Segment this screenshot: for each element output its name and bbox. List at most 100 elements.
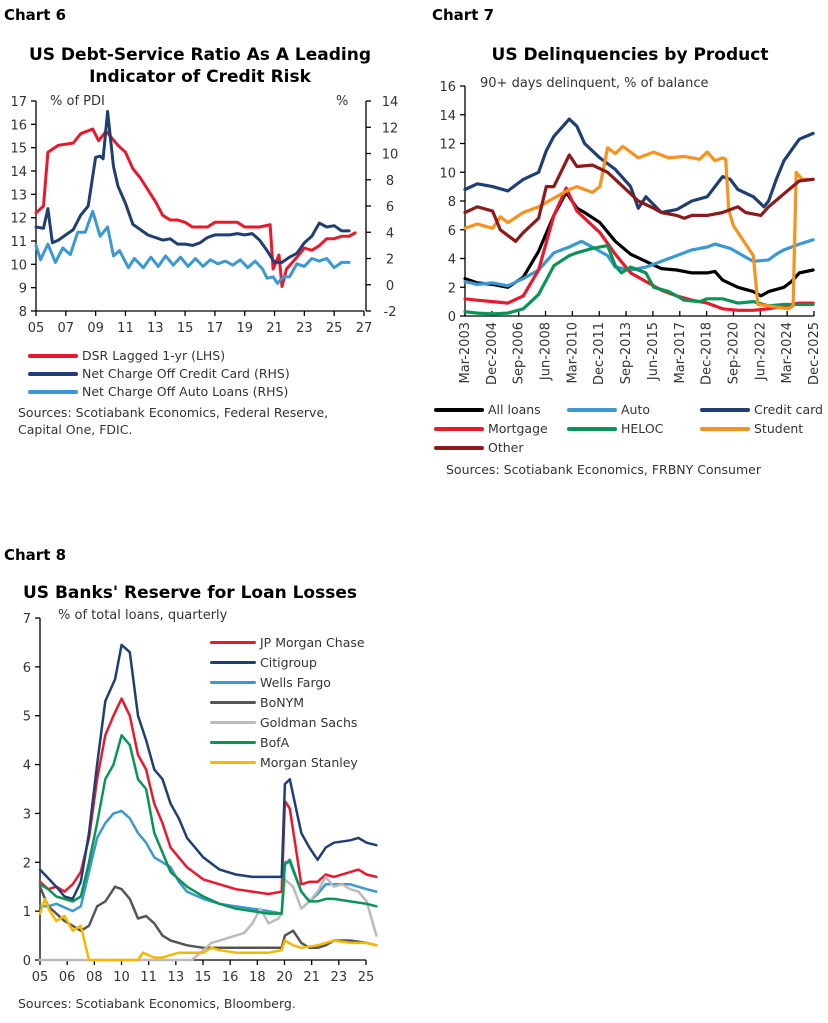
legend-swatch: [567, 426, 617, 431]
chart7-x-tick-label: Dec-2004: [485, 322, 500, 385]
legend-swatch: [434, 407, 484, 412]
legend-item: JP Morgan Chase: [210, 635, 365, 650]
chart7-series-other: [463, 153, 815, 243]
chart7-y-tick-label: 16: [439, 80, 456, 95]
legend-item: HELOC: [567, 421, 663, 436]
chart7-y-tick-label: 2: [448, 281, 456, 296]
chart8-x-tick-label: 11: [140, 970, 157, 985]
chart6-y-tick-label: 16: [10, 118, 27, 133]
chart8-x-tick-label: 05: [32, 970, 49, 985]
chart6-x-tick-label: 23: [296, 321, 313, 336]
chart7-x-tick-label: Sep-2020: [726, 322, 741, 384]
chart8-legend: JP Morgan Chase Citigroup Wells Fargo BoNYM…: [210, 635, 365, 775]
chart6-y-tick-label-right: 0: [386, 279, 394, 294]
legend-item: Morgan Stanley: [210, 755, 365, 770]
chart8-x-tick-label: 06: [59, 970, 76, 985]
chart6-x-tick-label: 07: [58, 321, 75, 336]
chart8-x-tick-label: 15: [195, 970, 212, 985]
legend-label: Net Charge Off Auto Loans (RHS): [82, 384, 289, 399]
chart6-sources: Sources: Scotiabank Economics, Federal R…: [18, 405, 329, 437]
chart8-x-tick-label: 16: [222, 970, 239, 985]
chart7-x-tick-label: Dec-2025: [807, 322, 822, 385]
chart7-y-tick-label: 14: [439, 109, 456, 124]
chart8-y-tick-label: 7: [23, 612, 31, 627]
chart6-y-tick-label: 14: [10, 165, 27, 180]
chart6-y-tick-label: 10: [10, 258, 27, 273]
chart6-series-dsr-lagged-1-yr-lhs: [34, 127, 357, 288]
chart6-x-tick-label: 19: [236, 321, 253, 336]
chart7-series-auto: [463, 238, 815, 288]
chart7-ylabel: 90+ days delinquent, % of balance: [480, 76, 709, 91]
chart7-y-tick-label: 12: [439, 138, 456, 153]
chart8-title: US Banks' Reserve for Loan Losses: [22, 583, 357, 603]
legend-label: BofA: [260, 735, 290, 750]
legend-swatch: [210, 701, 256, 704]
legend-swatch: [210, 721, 256, 724]
chart6-y-tick-label-right: 14: [382, 95, 399, 110]
chart6-y-tick-label: 8: [19, 305, 27, 320]
legend-item: Student: [700, 421, 803, 436]
chart7-x-tick-label: Sep-2006: [512, 322, 527, 384]
chart8-x-tick-label: 10: [113, 970, 130, 985]
legend-swatch: [28, 353, 78, 358]
chart8-y-tick-label: 6: [23, 661, 31, 676]
chart6-y-tick-label-right: 10: [382, 148, 399, 163]
chart7-x-tick-label: Jun-2008: [539, 322, 554, 381]
chart7-x-tick-label: Sep-2013: [619, 322, 634, 384]
chart6-y-tick-label-right: 2: [386, 253, 394, 268]
chart8-x-tick-label: 08: [86, 970, 103, 985]
chart7-y-tick-label: 4: [448, 253, 456, 268]
legend-item: Net Charge Off Credit Card (RHS): [28, 366, 290, 381]
chart6-x-tick-label: 15: [177, 321, 194, 336]
chart6-ylabel-left: % of PDI: [50, 94, 105, 109]
chart7-x-tick-label: Mar-2003: [458, 322, 473, 383]
legend-item: Credit card: [700, 402, 823, 417]
chart8-series-citigroup: [38, 643, 378, 901]
legend-label: JP Morgan Chase: [260, 635, 365, 650]
chart6-x-tick-label: 25: [326, 321, 343, 336]
chart6-x-tick-label: 11: [117, 321, 134, 336]
chart8-series-bofa: [38, 734, 378, 915]
legend-swatch: [210, 681, 256, 684]
chart7-x-tick-label: Mar-2017: [673, 322, 688, 383]
legend-label: Net Charge Off Credit Card (RHS): [82, 366, 290, 381]
chart8-series-bonym: [38, 885, 378, 950]
chart7-x-tick-label: Jun-2015: [646, 322, 661, 381]
chart8-x-tick-label: 13: [168, 970, 185, 985]
chart6-x-tick-label: 21: [266, 321, 283, 336]
chart8-y-tick-label: 1: [23, 905, 31, 920]
chart8-x-tick-label: 18: [249, 970, 266, 985]
chart8-y-tick-label: 5: [23, 710, 31, 725]
chart7-series-student: [463, 144, 815, 311]
chart6-y-tick-label: 12: [10, 212, 27, 227]
legend-item: Auto: [567, 402, 650, 417]
chart6-y-tick-label: 15: [10, 142, 27, 157]
legend-item: Net Charge Off Auto Loans (RHS): [28, 384, 290, 399]
legend-label: Auto: [621, 402, 651, 417]
chart7-y-tick-label: 10: [439, 166, 456, 181]
chart6-x-tick-label: 09: [87, 321, 104, 336]
chart6-y-tick-label: 9: [19, 282, 27, 297]
chart6-y-tick-label: 13: [10, 188, 27, 203]
legend-swatch: [28, 389, 78, 394]
legend-label: Credit card: [754, 402, 823, 417]
chart7-x-tick-label: Mar-2024: [780, 322, 795, 383]
chart6-y-tick-label-right: 8: [386, 174, 394, 189]
legend-item: Mortgage: [434, 421, 548, 436]
legend-item: Citigroup: [210, 655, 365, 670]
chart7-y-tick-label: 8: [448, 195, 456, 210]
legend-swatch: [700, 407, 750, 412]
legend-label: DSR Lagged 1-yr (LHS): [82, 348, 226, 363]
legend-label: Goldman Sachs: [260, 715, 358, 730]
chart6-label: Chart 6: [4, 6, 67, 24]
chart8-y-tick-label: 4: [23, 759, 31, 774]
chart8-x-tick-label: 25: [358, 970, 375, 985]
legend-swatch: [434, 426, 484, 431]
chart7-series-mortgage: [463, 186, 815, 312]
legend-swatch: [28, 371, 78, 376]
legend-label: Citigroup: [260, 655, 317, 670]
chart6-x-tick-label: 17: [207, 321, 224, 336]
chart6-y-tick-label-right: 4: [386, 226, 394, 241]
chart7-label: Chart 7: [432, 6, 495, 24]
legend-item: All loans: [434, 402, 541, 417]
